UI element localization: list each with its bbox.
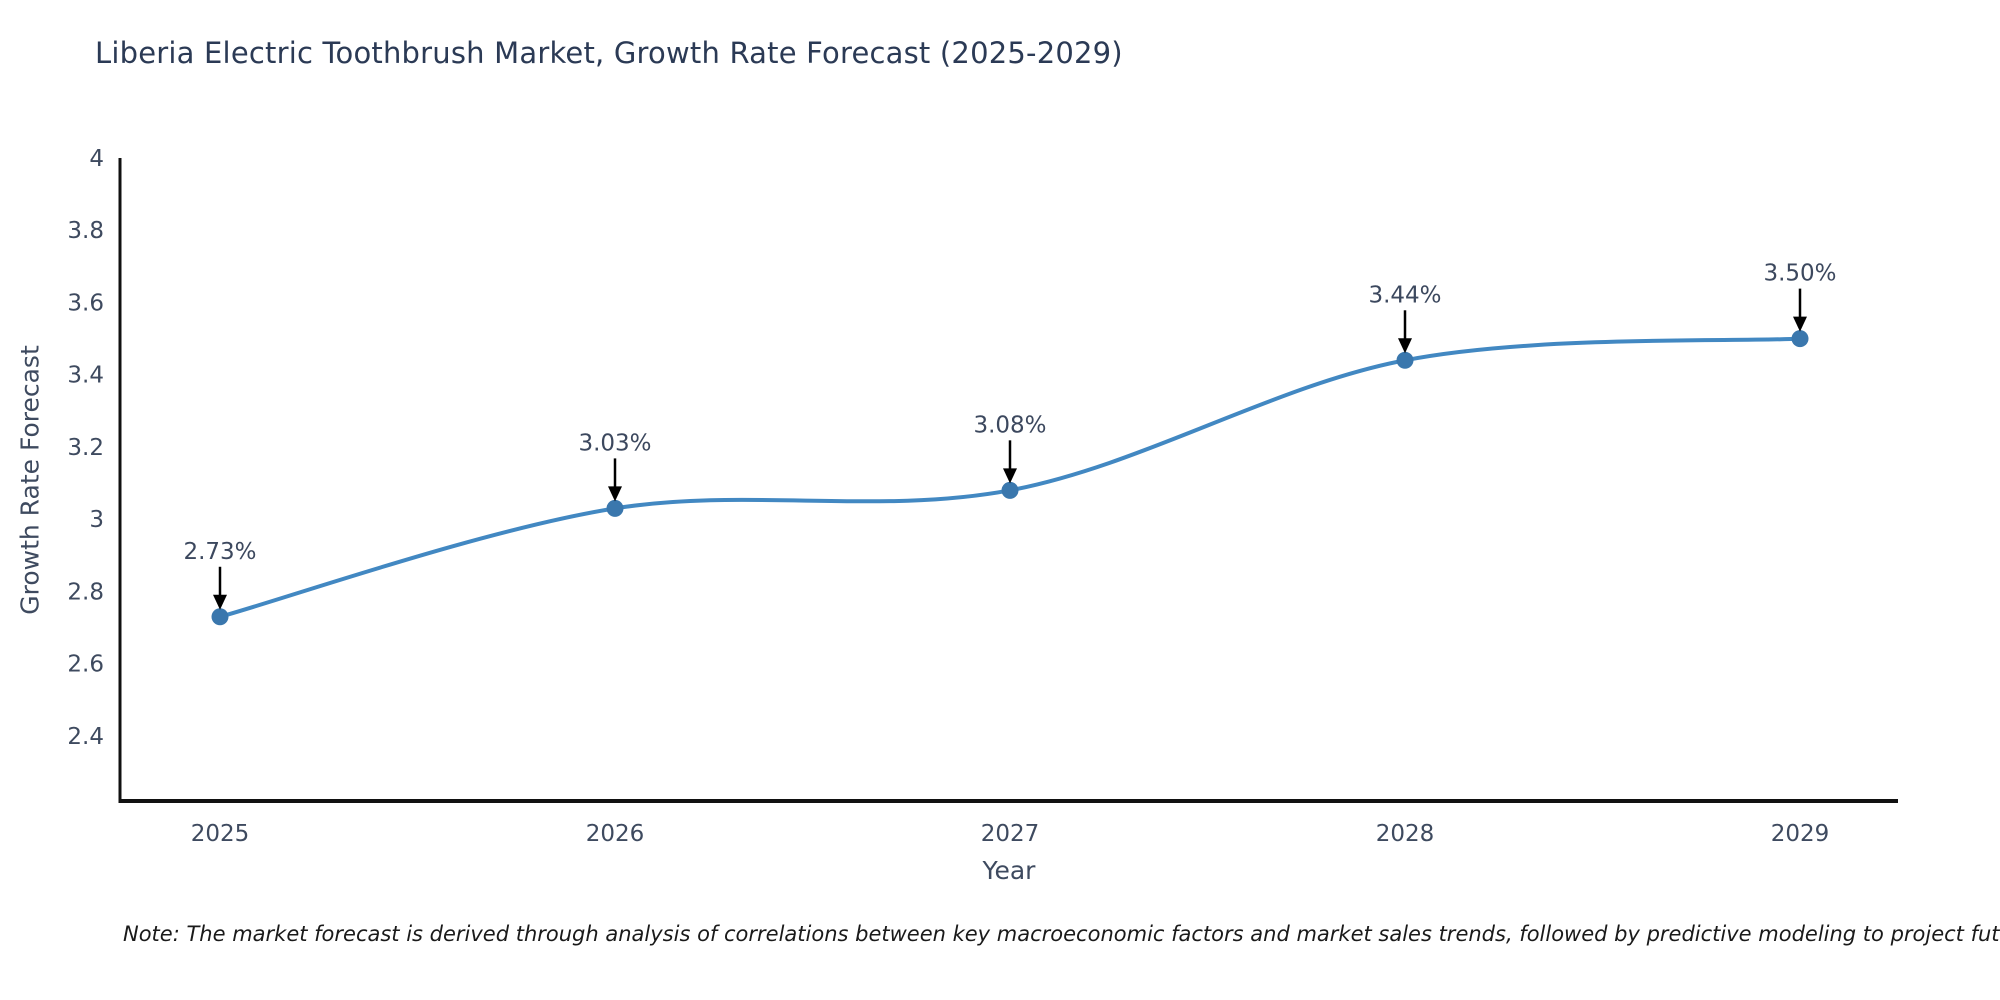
data-point-marker <box>1791 330 1809 348</box>
data-point-marker <box>211 608 229 626</box>
y-tick-label: 3.8 <box>67 218 104 244</box>
data-point-marker <box>1001 481 1019 499</box>
point-value-label: 2.73% <box>183 539 256 565</box>
footnote: Note: The market forecast is derived thr… <box>123 922 2000 946</box>
data-point-marker <box>606 499 624 517</box>
chart-title: Liberia Electric Toothbrush Market, Grow… <box>95 36 1123 70</box>
y-tick-label: 2.4 <box>67 724 104 750</box>
x-tick-label: 2028 <box>1376 821 1435 847</box>
point-value-label: 3.08% <box>973 412 1046 438</box>
point-value-label: 3.44% <box>1368 282 1441 308</box>
x-tick-label: 2029 <box>1771 821 1830 847</box>
annotation-arrow-head <box>1398 338 1412 354</box>
y-tick-label: 3.2 <box>67 435 104 461</box>
y-tick-label: 3.4 <box>67 363 104 389</box>
y-tick-label: 2.6 <box>67 652 104 678</box>
annotation-arrow-head <box>1793 316 1807 332</box>
annotation-arrow-head <box>1003 468 1017 484</box>
y-tick-label: 3 <box>89 507 104 533</box>
annotation-arrow-head <box>608 486 622 502</box>
x-tick-label: 2025 <box>191 821 250 847</box>
annotation-arrow-head <box>213 594 227 610</box>
point-value-label: 3.50% <box>1763 261 1836 287</box>
x-axis-title: Year <box>982 856 1036 885</box>
data-point-marker <box>1396 351 1414 369</box>
x-tick-label: 2027 <box>981 821 1040 847</box>
y-tick-label: 3.6 <box>67 290 104 316</box>
y-tick-label: 2.8 <box>67 579 104 605</box>
y-tick-label: 4 <box>89 146 104 172</box>
point-value-label: 3.03% <box>578 430 651 456</box>
x-tick-label: 2026 <box>586 821 645 847</box>
